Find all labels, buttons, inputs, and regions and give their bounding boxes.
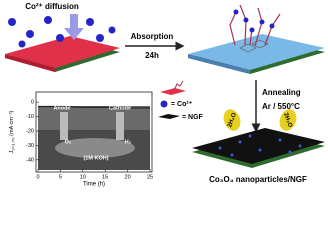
cobalt-ions [8,16,116,48]
figure: Co²⁺ diffusion Absorption 24h = Co²⁺ = N… [5,2,325,188]
label: Annealing [262,88,301,97]
label: Co₃O₄ nanoparticles/NGF [209,175,307,184]
annotation: H₂ [125,139,132,145]
absorbed-substrate [188,4,325,74]
molecule-label: 2H₂O [227,112,238,128]
y-axis-label: JV=1.7V (mA cm⁻²) [9,110,15,153]
x-axis-label: Time (h) [83,182,105,188]
label: Co²⁺ diffusion [25,2,79,11]
legend-label: = NGF [182,114,204,121]
x-tick-label: 25 [147,174,153,180]
x-tick-label: 15 [102,174,108,180]
label: 24h [145,51,159,60]
y-tick-label: 0 [31,100,34,106]
y-tick-label: -10 [26,114,34,120]
x-tick-label: 5 [59,174,62,180]
data-line [38,105,150,109]
diffusion-arrow [64,14,84,40]
annotation: Anode [53,105,70,111]
y-axis-label-part: (mA cm⁻²) [9,110,15,137]
x-tick-label: 10 [80,174,86,180]
y-axis-label-part: V=1.7V [11,137,16,151]
legend: = Co²⁺ = NGF [158,80,204,121]
label: Absorption [131,32,174,41]
y-tick-label: -40 [26,157,34,163]
annotation: O₂ [65,139,72,145]
y-tick-label: -30 [26,143,34,149]
label: Ar / 550°C [262,102,300,111]
legend-label: = Co²⁺ [171,101,193,108]
inset-chart [35,91,153,173]
x-tick-label: 0 [36,174,39,180]
y-tick-label: -20 [26,128,34,134]
x-tick-label: 20 [125,174,131,180]
molecule-label: 2H₂O [282,112,293,128]
substrate [5,36,120,72]
annotation: Cathode [109,105,131,111]
product-substrate [192,109,325,168]
annotation: (1M KOH) [83,155,108,161]
y-axis-label-part: J [9,150,15,153]
